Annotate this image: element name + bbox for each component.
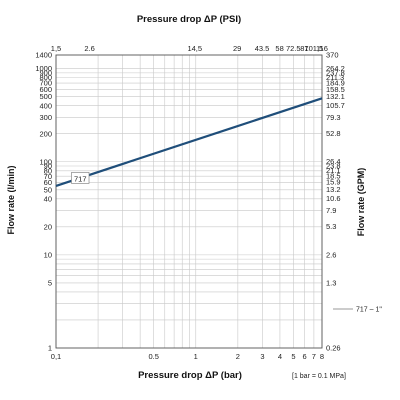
- y-axis-title: Flow rate (l/min): [6, 165, 16, 234]
- y-tick-label: 400: [39, 101, 52, 110]
- y-right-tick-label: 2.6: [326, 251, 336, 260]
- y-right-tick-label: 18.5: [326, 171, 341, 180]
- y-right-tick-label: 52.8: [326, 129, 341, 138]
- y-tick-label: 700: [39, 79, 52, 88]
- top-tick-label: 87: [300, 44, 308, 53]
- top-tick-label: 29: [233, 44, 241, 53]
- top-tick-label: 1,5: [51, 44, 61, 53]
- series-tag-box: [71, 172, 90, 184]
- y-right-tick-label: 0.26: [326, 344, 341, 353]
- top-tick-label: 43.5: [255, 44, 270, 53]
- plot-frame: [55, 54, 323, 349]
- y-tick-label: 10: [44, 250, 52, 259]
- y-tick-label: 5: [48, 279, 52, 288]
- x-tick-label: 7: [312, 352, 316, 361]
- y-right-axis-title: Flow rate (GPM): [356, 168, 366, 237]
- y-right-tick-label: 15.9: [326, 178, 341, 187]
- y-tick-label: 40: [44, 194, 52, 203]
- y-right-tick-label: 21.1: [326, 166, 341, 175]
- series-line-717: [55, 97, 323, 187]
- y-tick-label: 100: [39, 157, 52, 166]
- series-layer: 717: [55, 97, 323, 187]
- y-right-tick-label: 79.3: [326, 113, 341, 122]
- y-right-tick-label: 370: [326, 51, 339, 60]
- y-right-tick-label: 158.5: [326, 85, 345, 94]
- y-tick-label: 1: [48, 344, 52, 353]
- x-tick-label: 1: [194, 352, 198, 361]
- x-tick-label: 6: [302, 352, 306, 361]
- x-tick-label: 4: [278, 352, 282, 361]
- tick-labels: 0,1 0.5 1 2 3 4 5 6 7 81,5 2.6 14,5 29 43.5 58 72.5 8710…: [35, 44, 344, 361]
- y-right-tick-label: 184.9: [326, 79, 345, 88]
- y-right-tick-label: 10.6: [326, 194, 341, 203]
- y-right-tick-label: 211.3: [326, 73, 344, 82]
- y-tick-label: 800: [39, 73, 52, 82]
- y-tick-label: 90: [44, 162, 52, 171]
- x-tick-label: 0,1: [51, 352, 61, 361]
- y-tick-label: 80: [44, 166, 52, 175]
- y-right-tick-label: 264.2: [326, 64, 345, 73]
- top-tick-label: 58: [275, 44, 283, 53]
- y-tick-label: 20: [44, 222, 52, 231]
- y-tick-label: 900: [39, 68, 52, 77]
- y-tick-label: 600: [39, 85, 52, 94]
- top-tick-label: 14,5: [187, 44, 202, 53]
- series-tag: 717: [74, 174, 87, 183]
- y-tick-label: 50: [44, 185, 52, 194]
- y-tick-label: 1400: [35, 51, 52, 60]
- x-tick-label: 5: [291, 352, 295, 361]
- x-tick-label: 8: [320, 352, 324, 361]
- top-tick-label: 2.6: [84, 44, 94, 53]
- x-tick-label: 0.5: [148, 352, 158, 361]
- y-right-tick-label: 237.8: [326, 68, 345, 77]
- y-tick-label: 200: [39, 129, 52, 138]
- y-right-tick-label: 23.8: [326, 161, 341, 170]
- y-right-tick-label: 13.2: [326, 185, 341, 194]
- x-tick-label: 3: [260, 352, 264, 361]
- y-right-tick-label: 105.7: [326, 101, 345, 110]
- x-tick-label: 2: [236, 352, 240, 361]
- grid-layer: [55, 54, 323, 349]
- legend-label: 717 – 1": [356, 307, 382, 314]
- top-tick-label: 101,5: [304, 44, 323, 53]
- y-right-tick-label: 5.3: [326, 222, 336, 231]
- y-right-tick-label: 7.9: [326, 206, 336, 215]
- y-tick-label: 500: [39, 92, 52, 101]
- y-right-tick-label: 132.1: [326, 92, 345, 101]
- top-tick-label: 72.5: [286, 44, 301, 53]
- y-right-tick-label: 1.3: [326, 279, 336, 288]
- unit-note: [1 bar = 0.1 MPa]: [292, 373, 346, 380]
- y-tick-label: 70: [44, 172, 52, 181]
- x-axis-title: Pressure drop ΔP (bar): [138, 370, 242, 381]
- y-right-tick-label: 26.4: [326, 157, 341, 166]
- top-tick-label: 116: [316, 44, 328, 53]
- y-tick-label: 300: [39, 113, 52, 122]
- y-tick-label: 1000: [35, 64, 52, 73]
- y-tick-label: 60: [44, 178, 52, 187]
- top-axis-title: Pressure drop ΔP (PSI): [137, 14, 241, 25]
